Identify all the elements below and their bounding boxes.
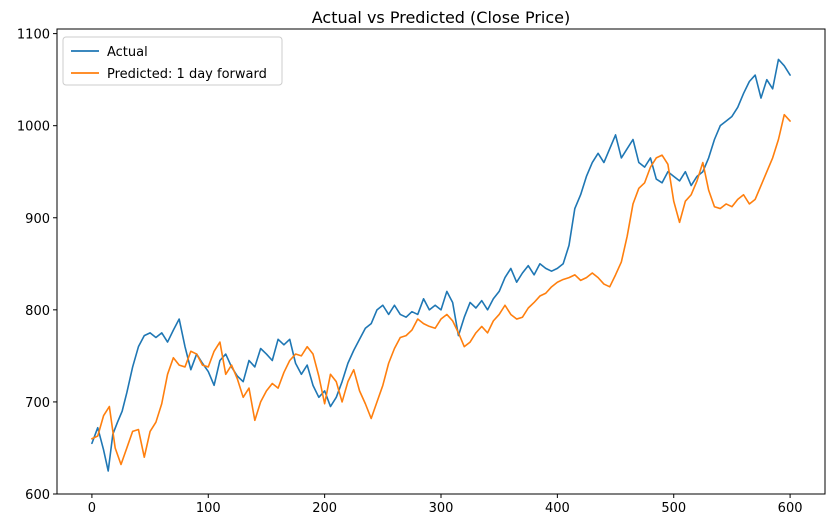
legend-label: Actual (107, 45, 148, 60)
y-tick-label: 1100 (17, 28, 50, 43)
legend: Actual Predicted: 1 day forward (62, 36, 283, 86)
series-line-predicted (91, 113, 791, 466)
legend-box (62, 36, 283, 86)
y-tick-label: 1000 (17, 120, 50, 135)
x-tick-label: 200 (312, 501, 337, 516)
y-tick-label: 800 (25, 304, 50, 319)
y-tick-label: 700 (25, 396, 50, 411)
y-tick-label: 900 (25, 212, 50, 227)
x-tick-label: 600 (778, 501, 803, 516)
legend-label: Predicted: 1 day forward (107, 67, 267, 82)
x-tick-label: 300 (429, 501, 454, 516)
y-axis: 600 700 800 900 1000 1100 (17, 28, 57, 503)
y-tick-label: 600 (25, 488, 50, 503)
series-layer (91, 58, 791, 472)
x-tick-label: 500 (661, 501, 686, 516)
x-axis: 0 100 200 300 400 500 600 (88, 494, 803, 516)
x-tick-label: 100 (196, 501, 221, 516)
x-tick-label: 400 (545, 501, 570, 516)
chart-title: Actual vs Predicted (Close Price) (312, 8, 570, 27)
x-tick-label: 0 (88, 501, 96, 516)
